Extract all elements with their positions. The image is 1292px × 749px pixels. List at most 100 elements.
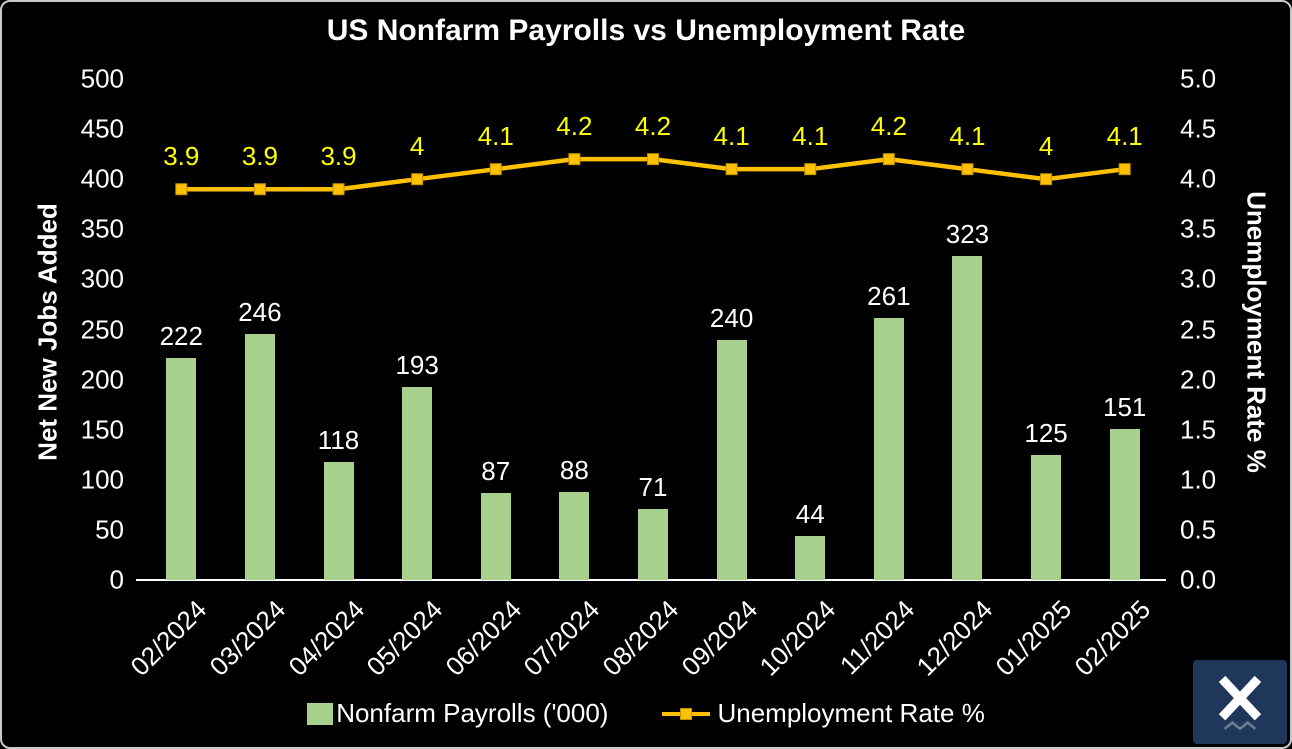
right-axis-tick-label: 5.0 xyxy=(1180,63,1217,94)
left-axis-tick-label: 500 xyxy=(80,63,124,94)
line-value-label: 4 xyxy=(409,131,425,162)
line-marker-icon xyxy=(961,163,974,176)
payrolls-bar xyxy=(559,491,590,580)
left-axis-tick-label: 150 xyxy=(80,414,124,445)
line-marker-icon xyxy=(332,183,345,196)
right-axis-tick-label: 4.0 xyxy=(1180,163,1217,194)
line-marker-icon xyxy=(804,163,817,176)
line-value-label: 4.1 xyxy=(949,121,986,152)
left-axis-tick-label: 100 xyxy=(80,464,124,495)
left-axis-tick-label: 50 xyxy=(95,514,124,545)
payrolls-bar xyxy=(1031,454,1062,580)
right-axis-tick-label: 1.5 xyxy=(1180,414,1217,445)
payrolls-swatch-icon xyxy=(307,702,334,725)
right-axis-tick-label: 3.5 xyxy=(1180,213,1217,244)
payrolls-bar xyxy=(795,535,826,580)
legend-item-unemployment: Unemployment Rate % xyxy=(662,698,985,729)
line-value-label: 3.9 xyxy=(320,141,357,172)
x-axis-tick-label: 10/2024 xyxy=(753,594,842,682)
payrolls-bar xyxy=(402,386,433,580)
right-axis-tick-label: 1.0 xyxy=(1180,464,1217,495)
line-value-label: 3.9 xyxy=(163,141,200,172)
legend-label-payrolls: Nonfarm Payrolls ('000) xyxy=(336,698,609,728)
legend-label-unemployment: Unemployment Rate % xyxy=(717,698,985,728)
payrolls-bar xyxy=(480,492,511,580)
line-marker-icon xyxy=(1118,163,1131,176)
line-value-label: 4.2 xyxy=(870,111,907,142)
brand-logo xyxy=(1193,660,1287,744)
line-marker-icon xyxy=(253,183,266,196)
bar-value-label: 222 xyxy=(159,320,203,351)
bar-value-label: 193 xyxy=(395,349,439,380)
unemployment-swatch-marker-icon xyxy=(680,707,693,720)
right-axis-tick-label: 3.0 xyxy=(1180,263,1217,294)
line-marker-icon xyxy=(175,183,188,196)
left-axis-tick-label: 0 xyxy=(109,564,124,595)
line-value-label: 4.1 xyxy=(792,121,829,152)
left-axis-tick-label: 350 xyxy=(80,213,124,244)
left-axis-tick-label: 200 xyxy=(80,364,124,395)
bar-value-label: 71 xyxy=(638,471,668,502)
chart-title: US Nonfarm Payrolls vs Unemployment Rate xyxy=(326,14,966,47)
line-value-label: 4.1 xyxy=(713,121,750,152)
payrolls-bar xyxy=(166,357,197,580)
x-axis-tick-label: 08/2024 xyxy=(596,594,685,682)
line-value-label: 4 xyxy=(1038,131,1054,162)
legend-item-payrolls: Nonfarm Payrolls ('000) xyxy=(307,698,608,729)
left-axis-tick-label: 400 xyxy=(80,163,124,194)
x-axis-tick-label: 02/2025 xyxy=(1068,594,1156,682)
line-marker-icon xyxy=(647,153,659,166)
x-logo-icon xyxy=(1218,675,1262,730)
payrolls-bar xyxy=(1109,428,1140,580)
line-marker-icon xyxy=(489,163,502,176)
line-marker-icon xyxy=(725,163,738,176)
line-value-label: 4.2 xyxy=(634,111,672,142)
legend: Nonfarm Payrolls ('000) Unemployment Rat… xyxy=(2,698,1290,729)
line-value-label: 4.2 xyxy=(556,111,593,142)
line-marker-icon xyxy=(1040,173,1053,186)
line-value-label: 3.9 xyxy=(241,141,278,172)
bar-value-label: 125 xyxy=(1024,417,1068,448)
x-axis-tick-label: 06/2024 xyxy=(439,594,527,682)
bar-value-label: 240 xyxy=(709,302,754,333)
bar-value-label: 323 xyxy=(945,219,990,250)
line-marker-icon xyxy=(568,153,581,166)
x-axis-tick-label: 03/2024 xyxy=(203,594,292,682)
payrolls-bar xyxy=(244,333,275,580)
x-axis-tick-label: 01/2025 xyxy=(989,594,1078,682)
bar-value-label: 118 xyxy=(317,424,360,455)
x-axis-tick-label: 07/2024 xyxy=(517,594,606,682)
bar-value-label: 261 xyxy=(867,281,911,312)
payrolls-bar xyxy=(638,508,668,580)
x-axis-tick-label: 11/2024 xyxy=(833,594,921,681)
bar-value-label: 151 xyxy=(1102,391,1147,422)
x-axis-tick-label: 12/2024 xyxy=(910,594,999,682)
right-axis-tick-label: 4.5 xyxy=(1180,113,1217,144)
bar-value-label: 88 xyxy=(559,454,589,485)
left-axis-tick-label: 300 xyxy=(80,263,124,294)
line-marker-icon xyxy=(411,173,424,186)
right-axis-tick-label: 2.0 xyxy=(1180,364,1217,395)
left-axis-tick-label: 250 xyxy=(80,314,124,344)
line-value-label: 4.1 xyxy=(477,121,514,152)
bar-value-label: 87 xyxy=(481,455,511,486)
x-axis-tick-label: 09/2024 xyxy=(675,594,763,682)
bar-value-label: 246 xyxy=(238,296,282,327)
left-axis-tick-label: 450 xyxy=(80,113,124,144)
x-axis-tick-label: 04/2024 xyxy=(282,594,370,682)
x-axis-line xyxy=(136,579,1166,581)
payrolls-bar xyxy=(323,461,354,580)
payrolls-bar xyxy=(873,318,904,580)
unemployment-swatch-icon xyxy=(662,707,711,720)
line-value-label: 4.1 xyxy=(1106,121,1143,152)
right-axis-tick-label: 0.0 xyxy=(1180,564,1217,595)
payrolls-bar xyxy=(716,339,747,580)
line-marker-icon xyxy=(882,153,895,166)
payrolls-bar xyxy=(952,256,983,580)
right-axis-tick-label: 2.5 xyxy=(1180,314,1217,344)
bar-value-label: 44 xyxy=(795,498,825,529)
x-axis-tick-label: 05/2024 xyxy=(360,594,449,682)
right-axis-tick-label: 0.5 xyxy=(1180,514,1217,545)
